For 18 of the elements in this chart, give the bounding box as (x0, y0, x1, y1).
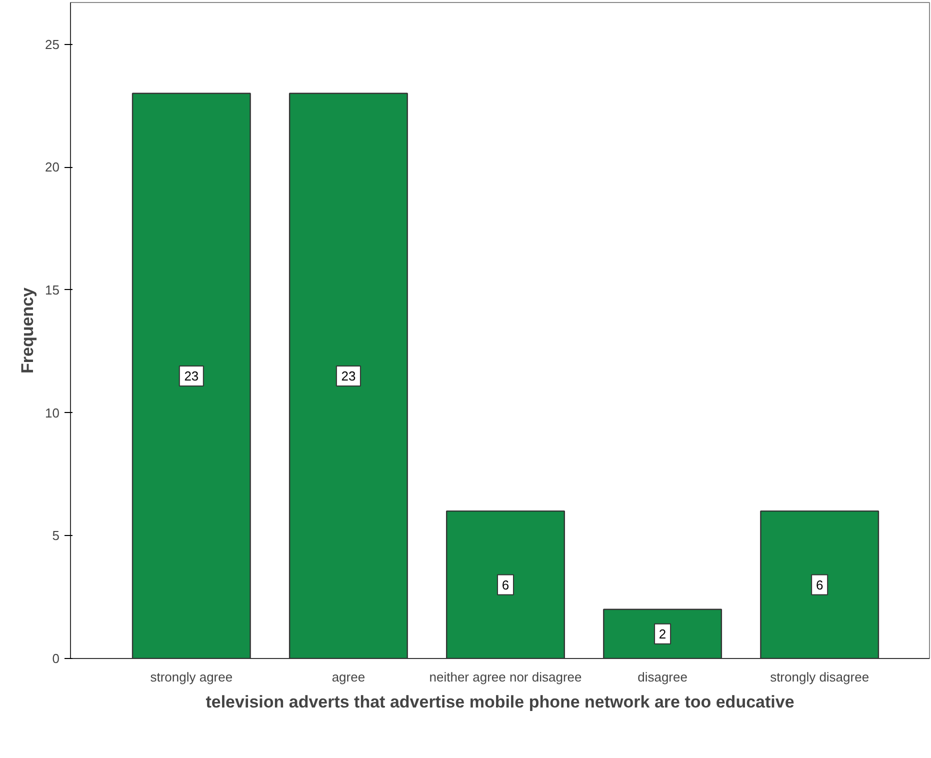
y-tick-label: 15 (45, 282, 60, 298)
x-tick-label: disagree (638, 670, 688, 684)
x-tick-label: strongly disagree (770, 670, 870, 684)
y-tick-label: 10 (45, 405, 60, 420)
x-tick-label: strongly agree (150, 670, 233, 684)
y-tick-label: 20 (45, 160, 60, 175)
x-tick-label: agree (332, 670, 366, 684)
y-tick-label: 0 (52, 651, 60, 666)
x-axis-title: television adverts that advertise mobile phone network are too educative (206, 692, 794, 712)
data-label: 23 (341, 368, 356, 384)
x-tick-label: neither agree nor disagree (429, 670, 582, 684)
data-label: 6 (502, 577, 510, 592)
data-label: 23 (184, 368, 199, 384)
y-axis-title: Frequency (18, 286, 38, 374)
data-label: 6 (816, 577, 824, 592)
y-tick-label: 5 (52, 528, 60, 544)
y-tick-label: 25 (45, 36, 60, 52)
data-label: 2 (658, 626, 666, 642)
